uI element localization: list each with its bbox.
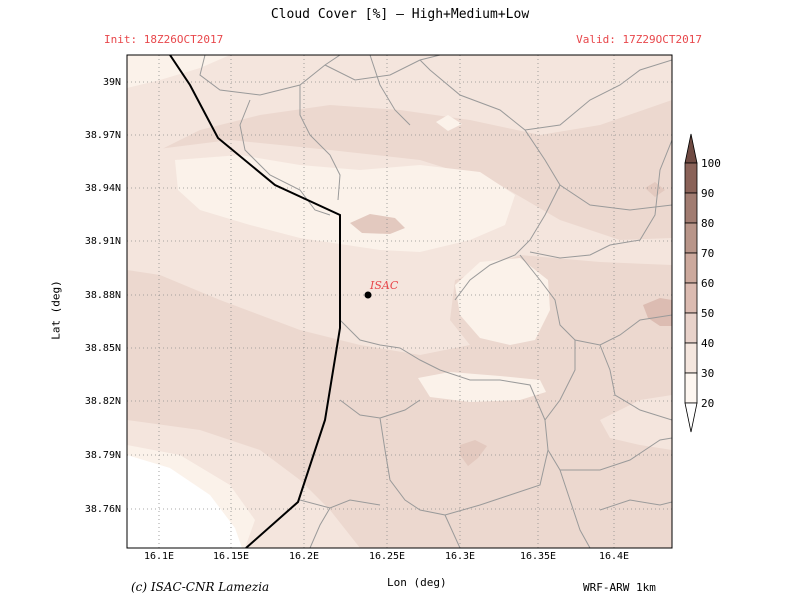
lat-tick-label: 38.76N: [85, 504, 121, 515]
boundary-line: [444, 449, 549, 516]
colorbar-label: 80: [701, 217, 714, 230]
valid-time: Valid: 17Z29OCT2017: [576, 33, 702, 46]
boundary-line: [309, 507, 331, 548]
colorbar-box: [684, 342, 698, 374]
lat-tick-label: 38.97N: [85, 130, 121, 141]
lon-tick-label: 16.1E: [144, 551, 174, 562]
colorbar-box: [684, 312, 698, 344]
fill-low-southwest: [127, 455, 242, 548]
boundary-line: [239, 99, 331, 216]
colorbar-label: 100: [701, 157, 721, 170]
fill-50-patch-east: [643, 298, 672, 326]
colorbar-box: [684, 282, 698, 314]
fill-40-patch-center: [350, 214, 405, 234]
x-axis-label: Lon (deg): [387, 576, 447, 589]
colorbar-label: 60: [701, 277, 714, 290]
boundary-line: [324, 55, 441, 81]
lon-tick-label: 16.25E: [369, 551, 405, 562]
coastline: [169, 55, 341, 548]
station-label: ISAC: [369, 279, 399, 292]
plot-frame: [126, 54, 673, 549]
fill-20-central: [175, 155, 515, 252]
colorbar-box: [684, 192, 698, 224]
boundary-line: [299, 85, 341, 201]
boundary-line: [299, 499, 381, 509]
lon-tick-label: 16.4E: [599, 551, 629, 562]
colorbar-box: [684, 372, 698, 404]
municipal-boundaries: [199, 55, 672, 548]
boundary-line: [369, 55, 411, 126]
lat-tick-label: 38.85N: [85, 343, 121, 354]
lon-tick-label: 16.35E: [520, 551, 556, 562]
lat-tick-label: 38.91N: [85, 236, 121, 247]
colorbar-bottom-arrow: [684, 402, 698, 433]
lat-tick-labels: 39N 38.97N 38.94N 38.91N 38.88N 38.85N 3…: [85, 77, 121, 515]
boundary-line: [524, 59, 672, 131]
model-label: WRF-ARW 1km: [583, 581, 656, 594]
colorbar-box: [684, 222, 698, 254]
boundary-line: [339, 319, 546, 421]
map-title: Cloud Cover [%] — High+Medium+Low: [270, 7, 530, 22]
cloud-cover-field: [127, 55, 672, 548]
boundary-line: [419, 59, 672, 211]
lat-tick-label: 38.82N: [85, 396, 121, 407]
fill-30-north: [127, 55, 672, 170]
fill-20-northpatch: [436, 115, 462, 131]
credit-text: (c) ISAC-CNR Lamezia: [131, 580, 270, 594]
colorbar-box: [684, 252, 698, 284]
boundary-line: [599, 344, 672, 421]
lat-tick-label: 38.94N: [85, 183, 121, 194]
init-time: Init: 18Z26OCT2017: [104, 33, 224, 46]
lon-tick-label: 16.15E: [213, 551, 249, 562]
fill-20-north: [127, 55, 230, 88]
colorbar-label: 20: [701, 397, 714, 410]
colorbar-label: 40: [701, 337, 714, 350]
boundary-line: [529, 139, 672, 259]
lat-tick-label: 39N: [103, 77, 121, 88]
lat-tick-label: 38.88N: [85, 290, 121, 301]
fill-30-southeast: [600, 395, 672, 450]
fill-40-patch-ne: [645, 182, 665, 197]
station-marker: [364, 291, 372, 299]
colorbar-label: 90: [701, 187, 714, 200]
boundary-line: [560, 437, 672, 471]
colorbar-label: 30: [701, 367, 714, 380]
lon-tick-label: 16.3E: [445, 551, 475, 562]
colorbar-box: [684, 162, 698, 194]
colorbar-label: 70: [701, 247, 714, 260]
boundary-line: [454, 184, 561, 301]
lon-tick-labels: 16.1E 16.15E 16.2E 16.25E 16.3E 16.35E 1…: [144, 551, 629, 562]
colorbar: [684, 133, 698, 433]
colorbar-labels: 100 90 80 70 60 50 40 30 20: [701, 157, 721, 410]
colorbar-label: 50: [701, 307, 714, 320]
lon-tick-label: 16.2E: [289, 551, 319, 562]
lat-tick-label: 38.79N: [85, 450, 121, 461]
colorbar-top-arrow: [684, 133, 698, 164]
fill-20-east: [455, 258, 550, 345]
fill-20-south: [418, 372, 546, 402]
fill-40-patch-south: [460, 440, 487, 466]
boundary-line: [599, 499, 672, 511]
